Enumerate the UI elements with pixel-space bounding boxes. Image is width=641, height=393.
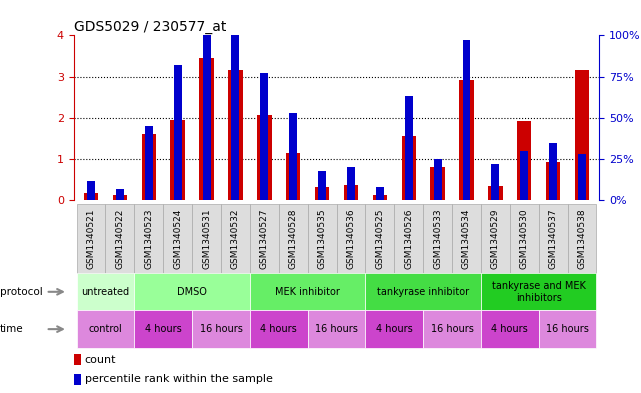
- Bar: [404, 96, 413, 200]
- Bar: [492, 164, 499, 200]
- Text: GSM1340533: GSM1340533: [433, 208, 442, 269]
- Text: GSM1340529: GSM1340529: [491, 209, 500, 269]
- Bar: [372, 195, 387, 200]
- Text: DMSO: DMSO: [177, 287, 207, 297]
- Text: 16 hours: 16 hours: [315, 324, 358, 334]
- Text: 16 hours: 16 hours: [546, 324, 589, 334]
- Text: 4 hours: 4 hours: [145, 324, 181, 334]
- Bar: [578, 154, 586, 200]
- Bar: [488, 186, 503, 200]
- Bar: [401, 136, 416, 200]
- Bar: [228, 70, 243, 200]
- Text: GSM1340527: GSM1340527: [260, 209, 269, 269]
- Bar: [289, 113, 297, 200]
- Text: 4 hours: 4 hours: [492, 324, 528, 334]
- Text: GSM1340522: GSM1340522: [115, 209, 124, 269]
- Text: GSM1340535: GSM1340535: [317, 208, 326, 269]
- Text: GSM1340532: GSM1340532: [231, 209, 240, 269]
- Bar: [546, 162, 560, 200]
- Bar: [376, 187, 384, 200]
- Bar: [87, 181, 95, 200]
- Bar: [171, 120, 185, 200]
- Text: MEK inhibitor: MEK inhibitor: [275, 287, 340, 297]
- Text: GSM1340536: GSM1340536: [347, 208, 356, 269]
- Bar: [344, 185, 358, 200]
- Bar: [286, 153, 301, 200]
- Bar: [517, 121, 531, 200]
- Text: tankyrase and MEK
inhibitors: tankyrase and MEK inhibitors: [492, 281, 586, 303]
- Bar: [199, 58, 214, 200]
- Text: GDS5029 / 230577_at: GDS5029 / 230577_at: [74, 20, 226, 34]
- Text: untreated: untreated: [81, 287, 129, 297]
- Text: GSM1340530: GSM1340530: [520, 208, 529, 269]
- Bar: [257, 115, 272, 200]
- Text: control: control: [88, 324, 122, 334]
- Bar: [142, 134, 156, 200]
- Bar: [347, 167, 355, 200]
- Bar: [113, 195, 127, 200]
- Bar: [231, 27, 240, 200]
- Bar: [260, 73, 269, 200]
- Bar: [459, 79, 474, 200]
- Text: 4 hours: 4 hours: [260, 324, 297, 334]
- Text: 4 hours: 4 hours: [376, 324, 413, 334]
- Bar: [318, 171, 326, 200]
- Bar: [549, 143, 557, 200]
- Text: GSM1340524: GSM1340524: [173, 209, 182, 269]
- Text: protocol: protocol: [0, 287, 43, 297]
- Text: percentile rank within the sample: percentile rank within the sample: [85, 375, 272, 384]
- Text: 16 hours: 16 hours: [199, 324, 242, 334]
- Bar: [430, 167, 445, 200]
- Text: tankyrase inhibitor: tankyrase inhibitor: [377, 287, 469, 297]
- Text: GSM1340534: GSM1340534: [462, 209, 471, 269]
- Text: count: count: [85, 355, 116, 365]
- Bar: [463, 40, 470, 200]
- Bar: [116, 189, 124, 200]
- Text: GSM1340537: GSM1340537: [549, 208, 558, 269]
- Bar: [84, 193, 98, 200]
- Text: GSM1340526: GSM1340526: [404, 209, 413, 269]
- Text: time: time: [0, 324, 24, 334]
- Bar: [315, 187, 329, 200]
- Bar: [433, 159, 442, 200]
- Text: GSM1340531: GSM1340531: [202, 208, 211, 269]
- Text: GSM1340528: GSM1340528: [288, 209, 297, 269]
- Bar: [203, 19, 210, 200]
- Bar: [145, 126, 153, 200]
- Bar: [174, 65, 181, 200]
- Bar: [575, 70, 589, 200]
- Text: GSM1340523: GSM1340523: [144, 209, 153, 269]
- Text: GSM1340538: GSM1340538: [578, 208, 587, 269]
- Text: 16 hours: 16 hours: [431, 324, 474, 334]
- Bar: [520, 151, 528, 200]
- Text: GSM1340521: GSM1340521: [87, 209, 96, 269]
- Text: GSM1340525: GSM1340525: [376, 209, 385, 269]
